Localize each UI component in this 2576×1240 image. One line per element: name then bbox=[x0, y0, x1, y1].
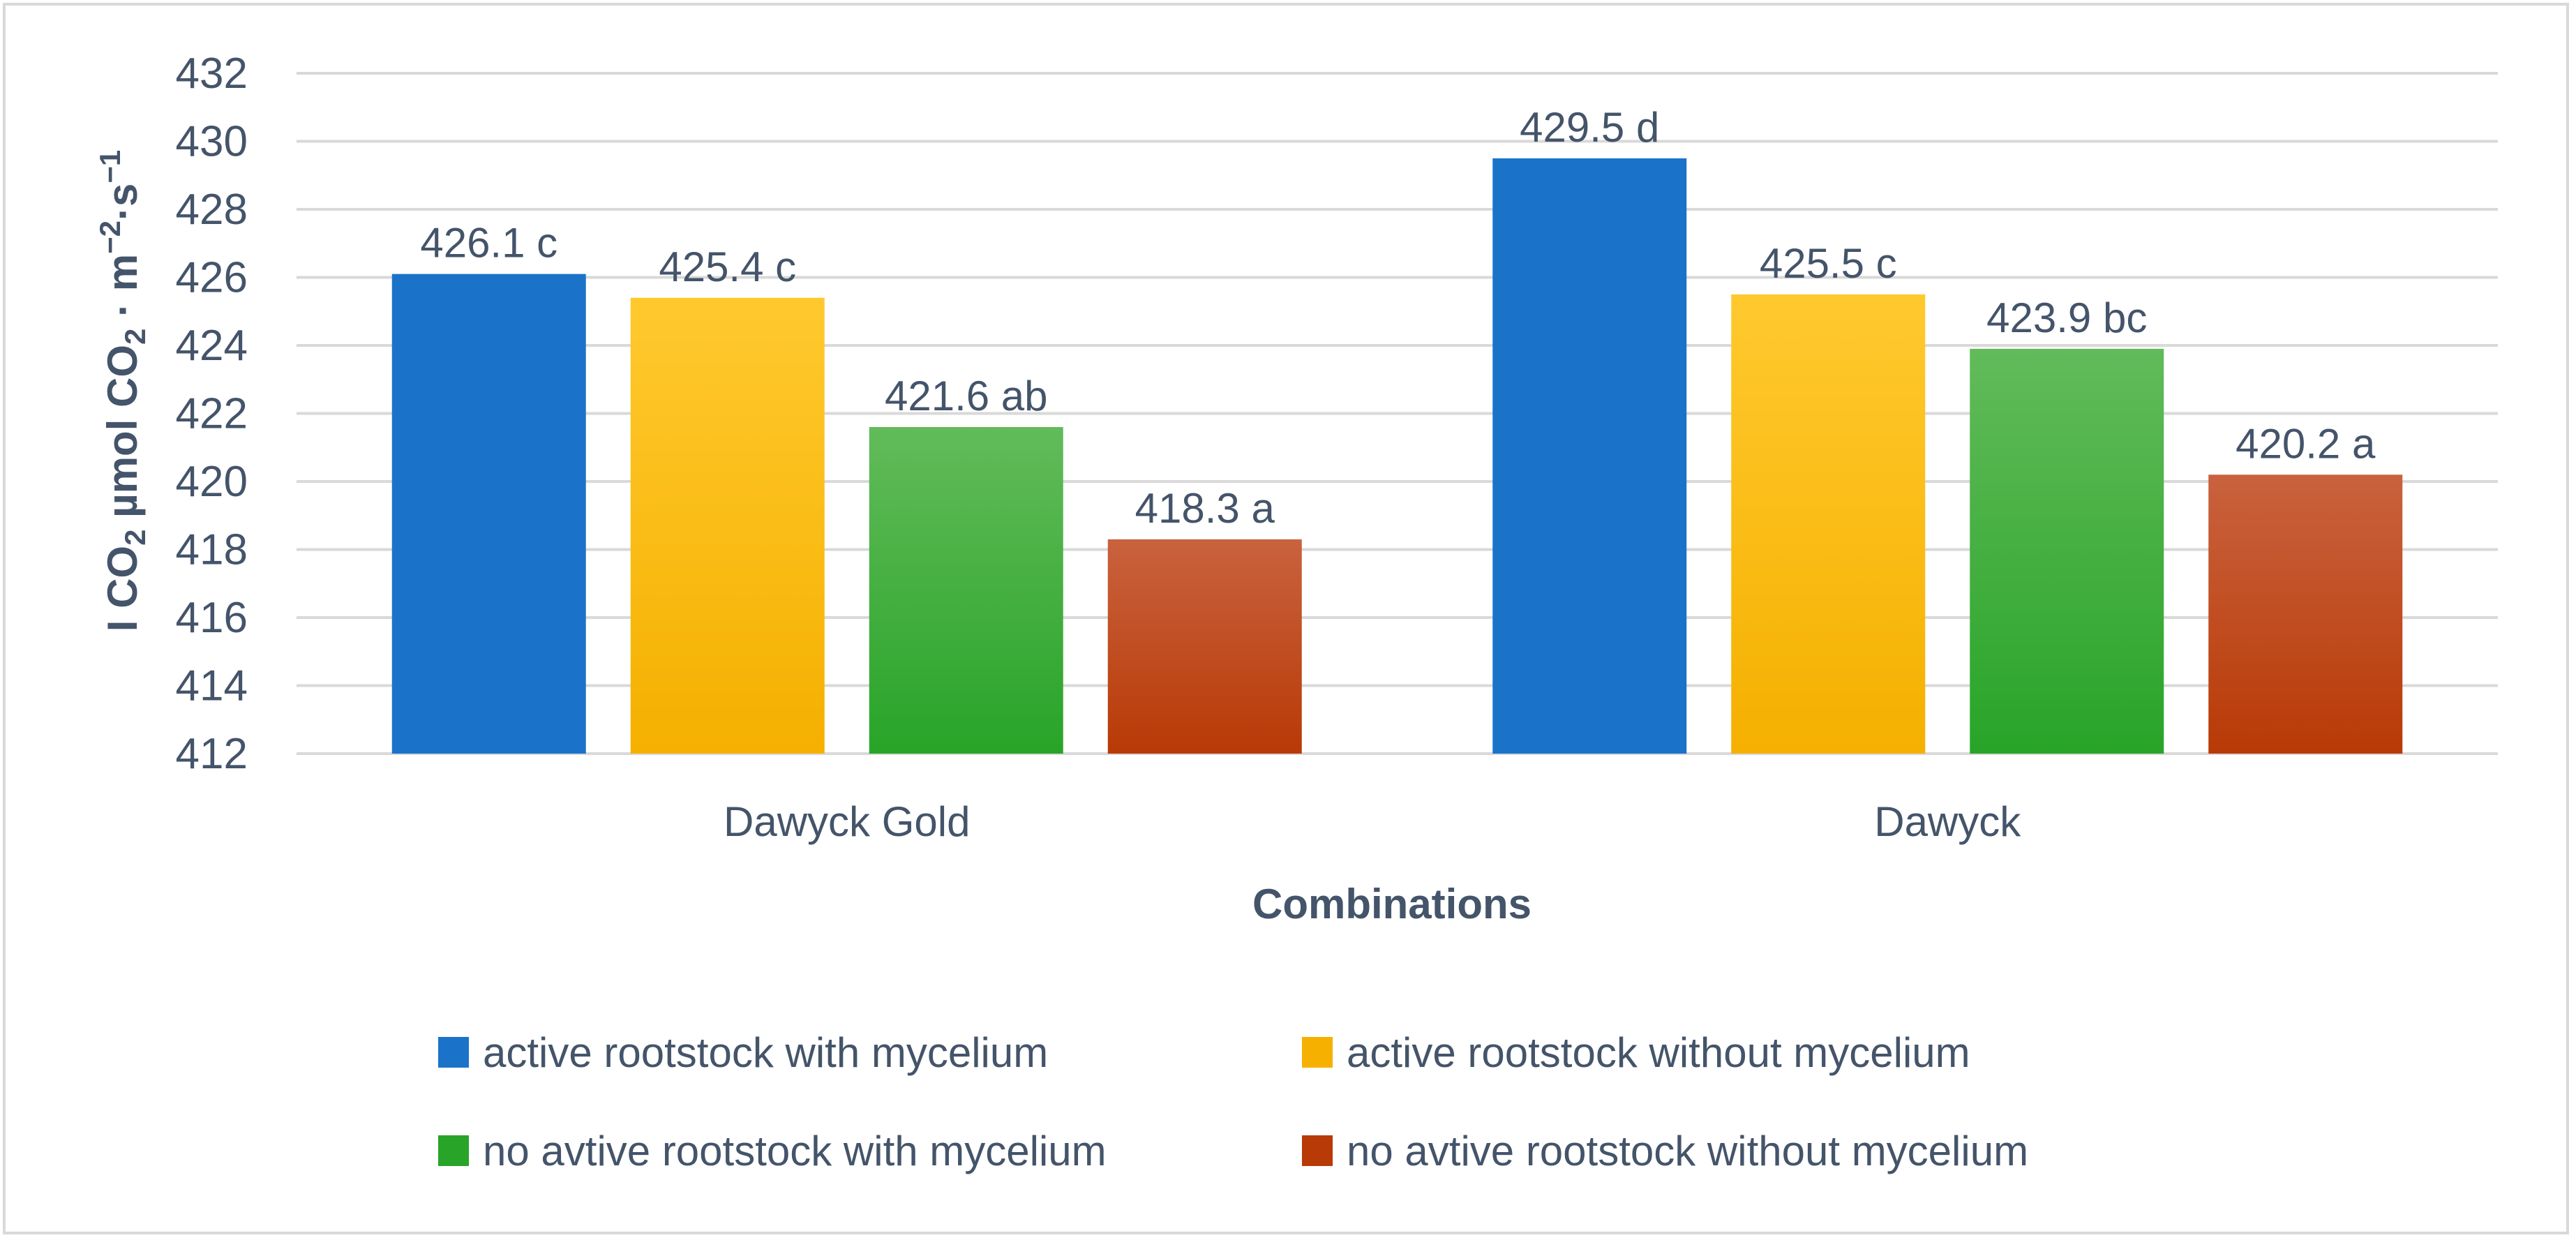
y-axis-title-part: I CO bbox=[99, 546, 146, 632]
y-tick-label: 418 bbox=[176, 526, 248, 574]
bar bbox=[2208, 475, 2403, 754]
legend-label: no avtive rootstock with mycelium bbox=[483, 1128, 1107, 1174]
bar bbox=[391, 274, 586, 754]
y-tick-label: 424 bbox=[176, 322, 248, 370]
y-axis-title: I CO2 µmol CO2 · m−2·s−1 bbox=[93, 150, 151, 632]
y-axis-title-part: µmol CO bbox=[99, 345, 146, 530]
bar bbox=[1107, 539, 1302, 754]
bar bbox=[1731, 294, 1926, 754]
legend-label: active rootstock without mycelium bbox=[1347, 1029, 1970, 1076]
y-tick-labels: 412 414 416 418 420 422 424 426 428 430 432 bbox=[176, 50, 248, 778]
legend-item: active rootstock without mycelium bbox=[1302, 1029, 1970, 1076]
y-tick-label: 430 bbox=[176, 118, 248, 166]
bar bbox=[869, 427, 1063, 754]
data-label: 420.2 a bbox=[2236, 420, 2376, 467]
y-axis-title-part: ·s bbox=[99, 184, 146, 221]
data-labels: 426.1 c 425.4 c 421.6 ab 418.3 a 429.5 d 425.… bbox=[420, 104, 2376, 532]
legend-swatch bbox=[1302, 1135, 1333, 1166]
legend-swatch bbox=[438, 1135, 469, 1166]
y-axis-title-superscript: −2 bbox=[93, 221, 126, 254]
bar bbox=[1970, 348, 2164, 754]
data-label: 425.4 c bbox=[659, 244, 796, 290]
data-label: 426.1 c bbox=[420, 220, 557, 267]
x-axis-title: Combinations bbox=[1252, 881, 1532, 927]
y-tick-label: 428 bbox=[176, 186, 248, 234]
y-tick-label: 422 bbox=[176, 390, 248, 438]
y-tick-label: 426 bbox=[176, 254, 248, 302]
legend-swatch bbox=[438, 1037, 469, 1068]
category-labels: Dawyck Gold Dawyck bbox=[724, 798, 2021, 845]
y-axis-title-part: · m bbox=[99, 254, 146, 329]
legend-item: active rootstock with mycelium bbox=[438, 1029, 1048, 1076]
category-label: Dawyck Gold bbox=[724, 798, 970, 845]
y-axis-title-subscript: 2 bbox=[119, 329, 151, 345]
y-axis-title-superscript: −1 bbox=[93, 150, 126, 184]
bar bbox=[630, 297, 825, 754]
legend-swatch bbox=[1302, 1037, 1333, 1068]
y-tick-label: 414 bbox=[176, 662, 248, 710]
bar bbox=[1492, 158, 1687, 754]
data-label: 425.5 c bbox=[1760, 240, 1897, 287]
data-label: 429.5 d bbox=[1520, 104, 1659, 151]
y-tick-label: 412 bbox=[176, 730, 248, 778]
legend-label: active rootstock with mycelium bbox=[483, 1029, 1048, 1076]
gridlines bbox=[297, 72, 2498, 755]
y-axis-title-subscript: 2 bbox=[119, 530, 151, 546]
data-label: 421.6 ab bbox=[885, 373, 1048, 419]
legend-item: no avtive rootstock without mycelium bbox=[1302, 1128, 2028, 1174]
y-tick-label: 432 bbox=[176, 50, 248, 98]
legend-label: no avtive rootstock without mycelium bbox=[1347, 1128, 2028, 1174]
legend-item: no avtive rootstock with mycelium bbox=[438, 1128, 1107, 1174]
y-tick-label: 420 bbox=[176, 458, 248, 506]
legend: active rootstock with mycelium active roo… bbox=[438, 1029, 2028, 1174]
bars bbox=[391, 158, 2403, 754]
data-label: 418.3 a bbox=[1135, 485, 1275, 532]
category-label: Dawyck bbox=[1874, 798, 2021, 845]
y-tick-label: 416 bbox=[176, 594, 248, 642]
data-label: 423.9 bc bbox=[1986, 294, 2147, 341]
